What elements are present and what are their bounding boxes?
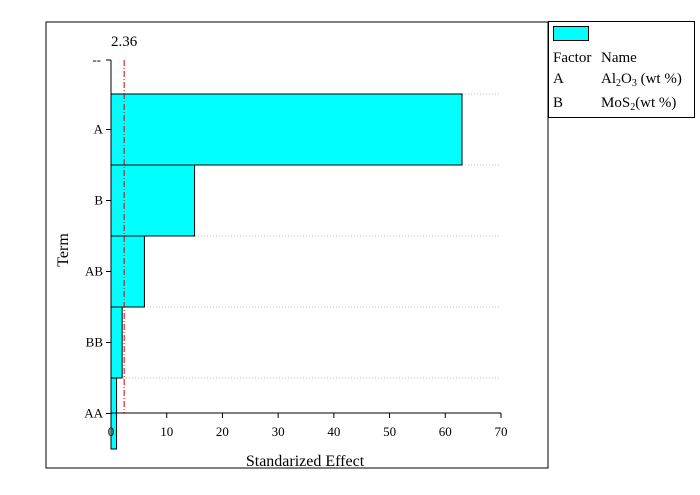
reference-line-label: 2.36 <box>111 34 138 50</box>
legend-name-b: MoS2(wt %) <box>601 95 677 113</box>
bar-bb <box>110 306 123 379</box>
legend: Factor Name A Al2O3 (wt %) B MoS2(wt %) <box>548 21 695 118</box>
x-tick-label-20: 20 <box>216 424 229 439</box>
x-tick-label-50: 50 <box>383 424 396 439</box>
x-tick-label-40: 40 <box>327 424 340 439</box>
chart-outer-frame <box>45 21 549 469</box>
y-tick-label-a: A <box>94 122 104 137</box>
legend-name-a: Al2O3 (wt %) <box>601 71 682 89</box>
y-tick-label-bb: BB <box>86 335 104 350</box>
legend-color-swatch <box>553 26 589 41</box>
legend-header-factor: Factor <box>553 50 592 66</box>
y-tick-label-b: B <box>94 193 103 208</box>
x-tick-label-30: 30 <box>272 424 285 439</box>
x-axis-label: Standarized Effect <box>246 453 365 470</box>
y-tick-label-ab: AB <box>85 264 103 279</box>
bar-ab <box>110 235 145 308</box>
y-tick-label-extra: -- <box>92 52 101 67</box>
reference-line-layer: 2.36 <box>111 34 138 413</box>
bar-a <box>110 93 463 166</box>
x-tick-label-10: 10 <box>160 424 173 439</box>
legend-header-name: Name <box>601 50 637 66</box>
legend-factor-b: B <box>553 95 564 111</box>
x-tick-label-60: 60 <box>439 424 452 439</box>
x-tick-label-0: 0 <box>108 424 115 439</box>
legend-factor-a: A <box>553 71 564 87</box>
bar-b <box>110 164 196 237</box>
bars-layer <box>110 93 463 450</box>
y-tick-label-aa: AA <box>84 406 103 421</box>
y-axis-label: Term <box>55 233 72 267</box>
x-tick-label-70: 70 <box>495 424 508 439</box>
